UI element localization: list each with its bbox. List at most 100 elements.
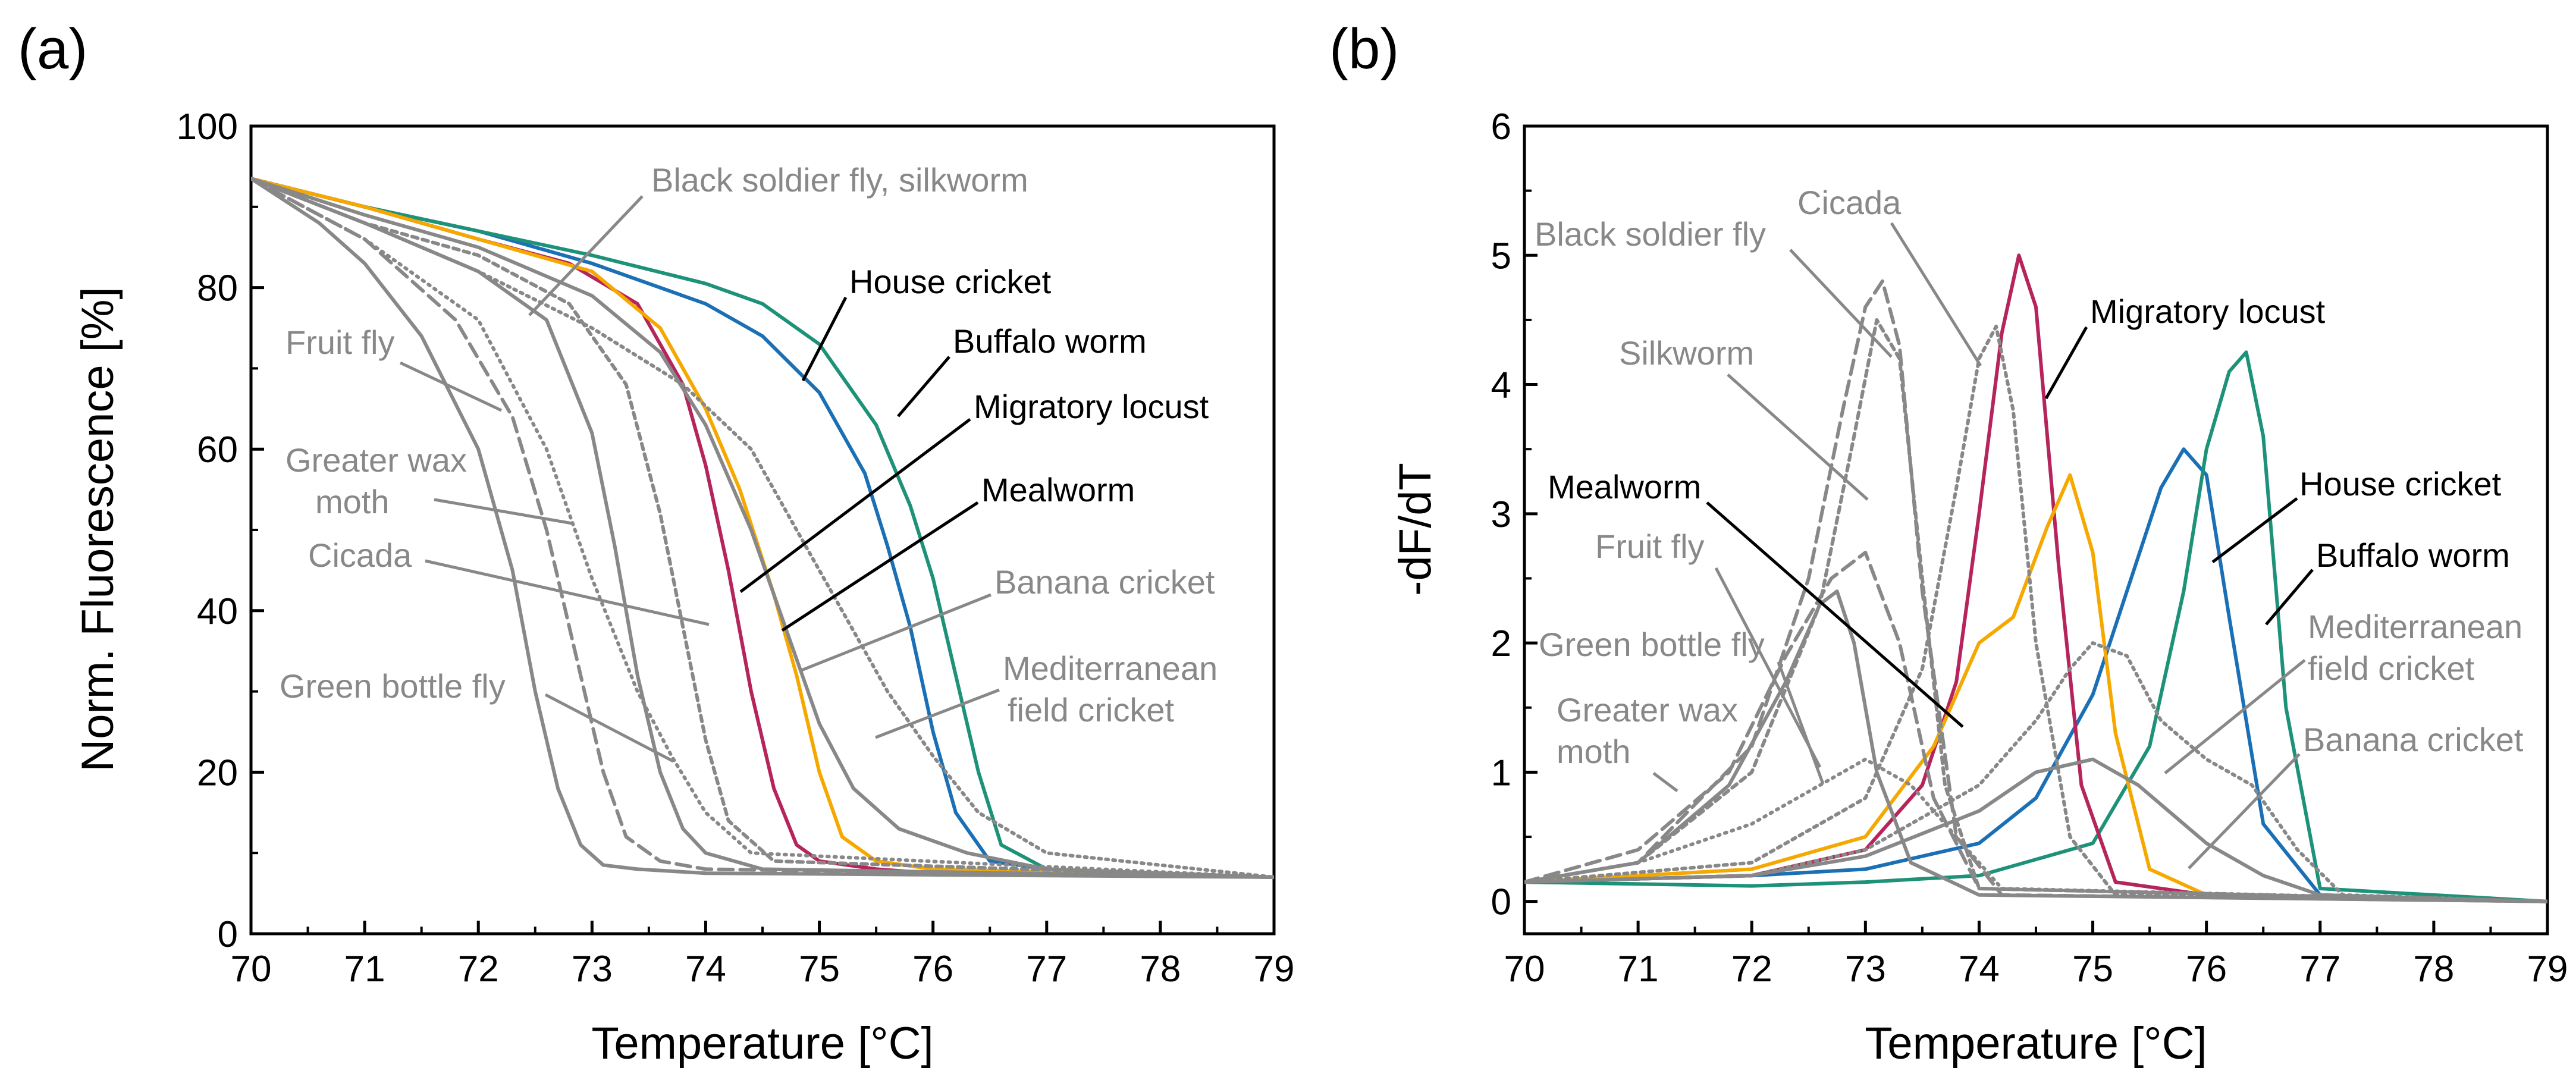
y-tick-label: 3 xyxy=(1491,494,1511,535)
series-line-black-soldier-fly xyxy=(1524,279,2547,903)
panel-a-x-axis-title: Temperature [°C] xyxy=(591,1018,933,1069)
annotation-leader-line xyxy=(1714,567,1822,768)
annotation-fruit-fly: Fruit fly xyxy=(1595,528,1705,565)
x-tick-label: 79 xyxy=(2527,949,2568,990)
panel-b-y-axis-title: -dF/dT xyxy=(1390,463,1441,596)
x-tick-label: 70 xyxy=(1504,949,1545,990)
annotation-leader-line xyxy=(1652,772,1678,792)
annotation-leader-line xyxy=(544,693,674,763)
series-line-mealworm xyxy=(1524,473,2547,903)
annotation-leader-line xyxy=(897,356,950,418)
x-tick-label: 73 xyxy=(572,949,613,990)
annotation-leader-line xyxy=(2265,569,2314,626)
series-line-green-bottle-fly xyxy=(251,177,1274,879)
annotation-green-bottle-fly: Green bottle fly xyxy=(1539,626,1765,663)
x-tick-label: 70 xyxy=(231,949,272,990)
annotation-leader-line xyxy=(1727,373,1869,501)
annotation-leader-line xyxy=(399,361,503,412)
series-line-buffalo-worm xyxy=(251,177,1274,879)
series-line-fruit-fly xyxy=(251,177,1274,879)
x-tick-label: 76 xyxy=(912,949,953,990)
panel-a-annotations: Black soldier fly, silkworm House cricke… xyxy=(280,161,1218,729)
annotation-moth: moth xyxy=(1557,733,1631,770)
series-line-migratory-locust xyxy=(1524,253,2547,903)
series-line-cicada xyxy=(251,177,1274,879)
annotation-fruit-fly: Fruit fly xyxy=(285,324,395,361)
series-line-black-soldier-fly-silkworm xyxy=(251,177,1274,879)
series-line-mediterranean-field-cricket xyxy=(1524,641,2547,903)
series-line-cicada xyxy=(1524,324,2547,903)
x-tick-label: 75 xyxy=(799,949,840,990)
x-tick-label: 75 xyxy=(2072,949,2113,990)
panel-a-label: (a) xyxy=(18,17,87,81)
annotation-leader-line xyxy=(434,498,573,525)
y-tick-label: 2 xyxy=(1491,623,1511,664)
annotation-leader-line xyxy=(1789,249,1893,358)
panel-a-fluorescence-chart: (a) 70 71 72 73 74 75 76 77 78 79 0 20 40 60 80 100 Te… xyxy=(18,17,1294,1069)
annotation-leader-line xyxy=(799,593,992,673)
y-tick-label: 6 xyxy=(1491,106,1511,147)
annotation-buffalo-worm: Buffalo worm xyxy=(2316,536,2510,574)
y-tick-label: 4 xyxy=(1491,365,1511,406)
annotation-banana-cricket: Banana cricket xyxy=(2303,721,2524,758)
annotation-buffalo-worm: Buffalo worm xyxy=(953,322,1147,360)
annotation-silkworm: Silkworm xyxy=(1619,334,1754,372)
annotation-mealworm: Mealworm xyxy=(1548,468,1701,506)
annotation-greater-wax: Greater wax xyxy=(1557,691,1738,729)
x-tick-label: 76 xyxy=(2186,949,2227,990)
panel-b-series-group xyxy=(1524,253,2547,903)
y-tick-label: 0 xyxy=(1491,882,1511,923)
y-tick-label: 40 xyxy=(197,591,238,632)
series-line-mediterranean-field-cricket xyxy=(251,177,1274,879)
panel-b-x-axis-title: Temperature [°C] xyxy=(1865,1018,2207,1069)
series-line-fruit-fly xyxy=(1524,589,2547,903)
panel-b-leader-lines xyxy=(1652,222,2314,870)
annotation-black-soldier-fly: Black soldier fly xyxy=(1535,215,1766,253)
annotation-house-cricket: House cricket xyxy=(2299,465,2502,503)
x-tick-label: 73 xyxy=(1845,949,1886,990)
panel-a-x-ticks: 70 71 72 73 74 75 76 77 78 79 xyxy=(231,921,1295,990)
series-line-greater-wax-moth xyxy=(1524,551,2547,903)
annotation-leader-line xyxy=(1777,661,1825,784)
annotation-black-soldier-fly-silkworm: Black soldier fly, silkworm xyxy=(651,161,1028,199)
y-tick-label: 5 xyxy=(1491,236,1511,277)
panel-a-y-axis-title: Norm. Fluorescence [%] xyxy=(73,287,123,771)
y-tick-label: 20 xyxy=(197,752,238,793)
annotation-mealworm: Mealworm xyxy=(981,471,1135,509)
annotation-field-cricket: field cricket xyxy=(2308,649,2475,687)
series-line-house-cricket xyxy=(251,177,1274,879)
x-tick-label: 78 xyxy=(2413,949,2454,990)
y-tick-label: 0 xyxy=(218,914,238,955)
panel-b-derivative-chart: (b) 70 71 72 73 74 75 76 77 78 79 0 1 2 3 4 5 6 Tempera… xyxy=(1329,17,2568,1069)
x-tick-label: 78 xyxy=(1140,949,1181,990)
y-tick-label: 1 xyxy=(1491,752,1511,793)
annotation-leader-line xyxy=(528,195,644,316)
panel-a-y-ticks: 0 20 40 60 80 100 xyxy=(177,106,264,955)
annotation-banana-cricket: Banana cricket xyxy=(994,563,1215,601)
x-tick-label: 72 xyxy=(458,949,499,990)
x-tick-label: 74 xyxy=(685,949,726,990)
annotation-leader-line xyxy=(875,688,1000,739)
y-tick-label: 60 xyxy=(197,429,238,470)
annotation-leader-line xyxy=(781,501,979,632)
x-tick-label: 74 xyxy=(1959,949,2000,990)
x-tick-label: 79 xyxy=(1254,949,1295,990)
panel-a-plot-frame xyxy=(249,124,1276,936)
panel-b-y-ticks: 0 1 2 3 4 5 6 xyxy=(1491,106,1538,923)
annotation-migratory-locust: Migratory locust xyxy=(2090,293,2326,330)
annotation-moth: moth xyxy=(315,483,390,520)
annotation-leader-line xyxy=(1706,501,1964,728)
y-tick-label: 80 xyxy=(197,268,238,309)
annotation-leader-line xyxy=(2211,497,2298,563)
y-tick-label: 100 xyxy=(177,106,238,147)
annotation-cicada: Cicada xyxy=(308,536,412,574)
x-tick-label: 71 xyxy=(1618,949,1659,990)
annotation-green-bottle-fly: Green bottle fly xyxy=(280,667,506,705)
x-tick-label: 77 xyxy=(1026,949,1067,990)
annotation-leader-line xyxy=(2044,326,2088,400)
panel-b-annotations: Black soldier fly Cicada Silkworm Migrat… xyxy=(1535,184,2524,770)
annotation-house-cricket: House cricket xyxy=(849,263,1052,300)
annotation-leader-line xyxy=(1890,222,1982,367)
series-line-house-cricket xyxy=(1524,447,2547,903)
